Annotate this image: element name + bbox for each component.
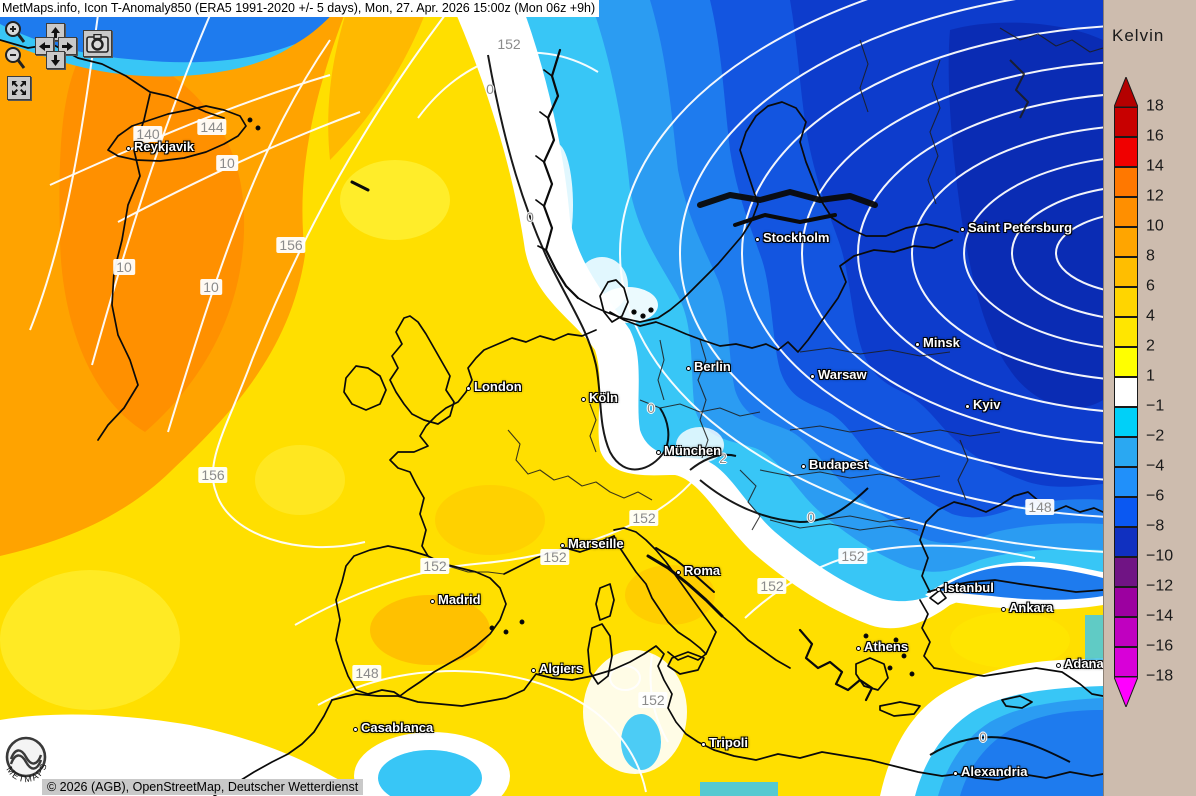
legend-tick-label: −16 (1146, 637, 1174, 655)
legend-tick-label: −6 (1146, 487, 1165, 505)
legend-tick-label: −10 (1146, 547, 1174, 565)
legend-box (1114, 587, 1138, 617)
map-title: MetMaps.info, Icon T-Anomaly850 (ERA5 19… (0, 0, 600, 17)
legend-box (1114, 107, 1138, 137)
legend-tick-label: −1 (1146, 397, 1165, 415)
legend-tick-label: −18 (1146, 667, 1174, 685)
pan-down-button[interactable] (46, 51, 65, 69)
legend-tick-label: 8 (1146, 247, 1155, 265)
legend-tick-label: −12 (1146, 577, 1174, 595)
legend-tick-label: −2 (1146, 427, 1165, 445)
metmaps-logo[interactable]: METMAPS (2, 735, 52, 794)
legend-box (1114, 287, 1138, 317)
legend-box (1114, 317, 1138, 347)
legend-tick-label: 6 (1146, 277, 1155, 295)
legend-box (1114, 497, 1138, 527)
legend-tick-label: 18 (1146, 97, 1164, 115)
legend-tick-label: −8 (1146, 517, 1165, 535)
copyright-bar[interactable]: © 2026 (AGB), OpenStreetMap, Deutscher W… (42, 779, 364, 795)
legend-box (1114, 527, 1138, 557)
legend-tick-label: −4 (1146, 457, 1165, 475)
zoom-in-button[interactable] (3, 20, 27, 46)
legend-box (1114, 407, 1138, 437)
pan-up-button[interactable] (46, 23, 65, 41)
zoom-out-button[interactable] (3, 46, 27, 72)
legend-box (1114, 257, 1138, 287)
fullscreen-button[interactable] (7, 76, 31, 100)
legend-tick-label: 1 (1146, 367, 1155, 385)
legend-box (1114, 467, 1138, 497)
legend-box (1114, 617, 1138, 647)
legend-tick-label: 16 (1146, 127, 1164, 145)
legend-box (1114, 167, 1138, 197)
snapshot-camera-button[interactable] (83, 30, 112, 57)
pan-left-button[interactable] (35, 37, 54, 55)
legend-tick-label: 4 (1146, 307, 1155, 325)
contour-lines-white (29, 0, 1103, 793)
legend-tick-label: 12 (1146, 187, 1164, 205)
expand-arrows-icon (12, 81, 26, 95)
weather-map[interactable]: 152 140 144 10 10 10 156 156 152 152 152 152 152 148 1… (0, 0, 1103, 796)
camera-icon (86, 34, 109, 53)
legend-box (1114, 437, 1138, 467)
legend-box (1114, 197, 1138, 227)
legend-box (1114, 557, 1138, 587)
anomaly-contours-black (487, 54, 1071, 763)
legend-tick-label: 2 (1146, 337, 1155, 355)
legend-box (1114, 227, 1138, 257)
legend-box (1114, 137, 1138, 167)
country-borders (427, 27, 1103, 575)
legend-arrow-up-icon (1114, 77, 1138, 107)
pan-right-button[interactable] (58, 37, 77, 55)
warm-anomaly-fills (0, 0, 715, 710)
cold-anomaly-fills (0, 0, 1103, 796)
legend-box (1114, 347, 1138, 377)
legend-arrow-down-icon (1114, 677, 1138, 707)
legend-title: Kelvin (1112, 26, 1165, 45)
legend-box (1114, 377, 1138, 407)
legend-box (1114, 647, 1138, 677)
map-canvas (0, 0, 1103, 796)
kelvin-legend: Kelvin 18 16 14 12 10 8 6 4 2 1 −1 −2 −4 −6 −8 −10 −12 −1… (1103, 0, 1196, 796)
legend-tick-label: −14 (1146, 607, 1174, 625)
legend-tick-label: 14 (1146, 157, 1164, 175)
legend-tick-label: 10 (1146, 217, 1164, 235)
